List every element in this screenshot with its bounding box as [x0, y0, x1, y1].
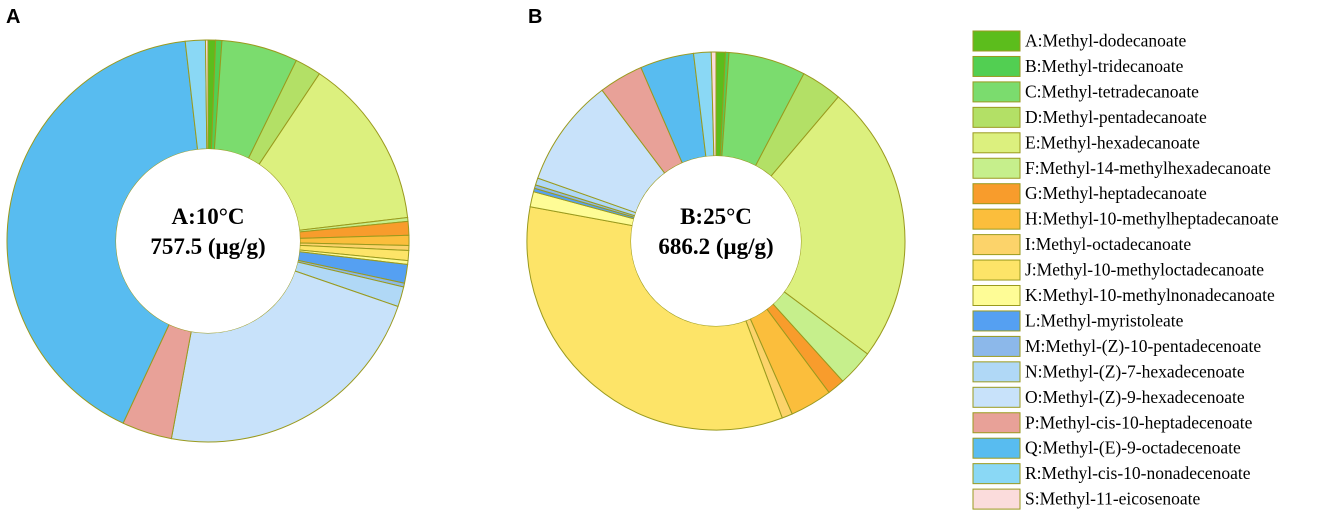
legend-swatch-p: [972, 412, 1021, 434]
legend-swatch-k: [972, 285, 1021, 306]
legend-label-p: P:Methyl-cis-10-heptadecenoate: [1025, 412, 1253, 432]
legend-label-h: H:Methyl-10-methylheptadecanoate: [1025, 209, 1279, 229]
legend-swatch-g: [972, 183, 1021, 205]
legend-label-j: J:Methyl-10-methyloctadecanoate: [1025, 260, 1264, 280]
legend-label-c: C:Methyl-tetradecanoate: [1025, 81, 1199, 101]
slices-group-b: [526, 51, 906, 431]
slice-b-e: [770, 96, 906, 355]
legend-label-m: M:Methyl-(Z)-10-pentadecenoate: [1025, 336, 1261, 356]
donut-hole-b: [631, 156, 801, 326]
legend-swatch-l: [972, 310, 1021, 332]
legend-swatch-n: [972, 361, 1021, 383]
legend-label-g: G:Methyl-heptadecanoate: [1025, 183, 1207, 203]
legend-label-d: D:Methyl-pentadecanoate: [1025, 107, 1207, 127]
legend-swatch-h: [972, 208, 1021, 230]
legend-swatch-j: [972, 259, 1021, 281]
panel-letter-b: B: [528, 6, 542, 28]
center-label-b: B:25°C: [680, 204, 752, 229]
legend-label-o: O:Methyl-(Z)-9-hexadecenoate: [1025, 387, 1245, 407]
legend: A:Methyl-dodecanoate B:Methyl-tridecanoat…: [972, 30, 1279, 510]
legend-swatch-b: [972, 55, 1021, 77]
legend-swatch-i: [972, 234, 1021, 256]
donut-chart-a: A A:10°C 757.5 (μg/g): [6, 6, 410, 443]
legend-swatch-d: [972, 106, 1021, 128]
legend-swatch-s: [972, 488, 1021, 510]
legend-label-e: E:Methyl-hexadecanoate: [1025, 132, 1200, 152]
center-value-b: 686.2 (μg/g): [658, 234, 773, 259]
legend-label-i: I:Methyl-octadecanoate: [1025, 234, 1191, 254]
legend-label-r: R:Methyl-cis-10-nonadecenoate: [1025, 463, 1251, 483]
legend-label-q: Q:Methyl-(E)-9-octadecenoate: [1025, 438, 1241, 458]
legend-swatch-q: [972, 437, 1021, 459]
legend-label-b: B:Methyl-tridecanoate: [1025, 56, 1184, 76]
legend-swatch-a: [972, 30, 1021, 52]
legend-swatch-c: [972, 81, 1021, 103]
legend-swatch-o: [972, 386, 1021, 408]
legend-swatch-f: [972, 157, 1021, 179]
legend-label-s: S:Methyl-11-eicosenoate: [1025, 489, 1201, 509]
legend-label-k: K:Methyl-10-methylnonadecanoate: [1025, 285, 1275, 305]
slice-a-o: [170, 270, 399, 443]
legend-swatch-r: [972, 463, 1021, 485]
legend-swatch-m: [972, 335, 1021, 357]
legend-label-a: A:Methyl-dodecanoate: [1025, 31, 1187, 51]
panel-letter-a: A: [6, 6, 20, 28]
donut-hole-a: [116, 149, 300, 333]
donut-chart-b: B B:25°C 686.2 (μg/g): [526, 6, 906, 431]
legend-label-l: L:Methyl-myristoleate: [1025, 310, 1184, 330]
legend-label-n: N:Methyl-(Z)-7-hexadecenoate: [1025, 361, 1245, 381]
legend-label-f: F:Methyl-14-methylhexadecanoate: [1025, 158, 1271, 178]
slices-group-a: [6, 39, 410, 443]
center-value-a: 757.5 (μg/g): [150, 234, 265, 259]
center-label-a: A:10°C: [171, 204, 244, 229]
legend-swatch-e: [972, 132, 1021, 154]
